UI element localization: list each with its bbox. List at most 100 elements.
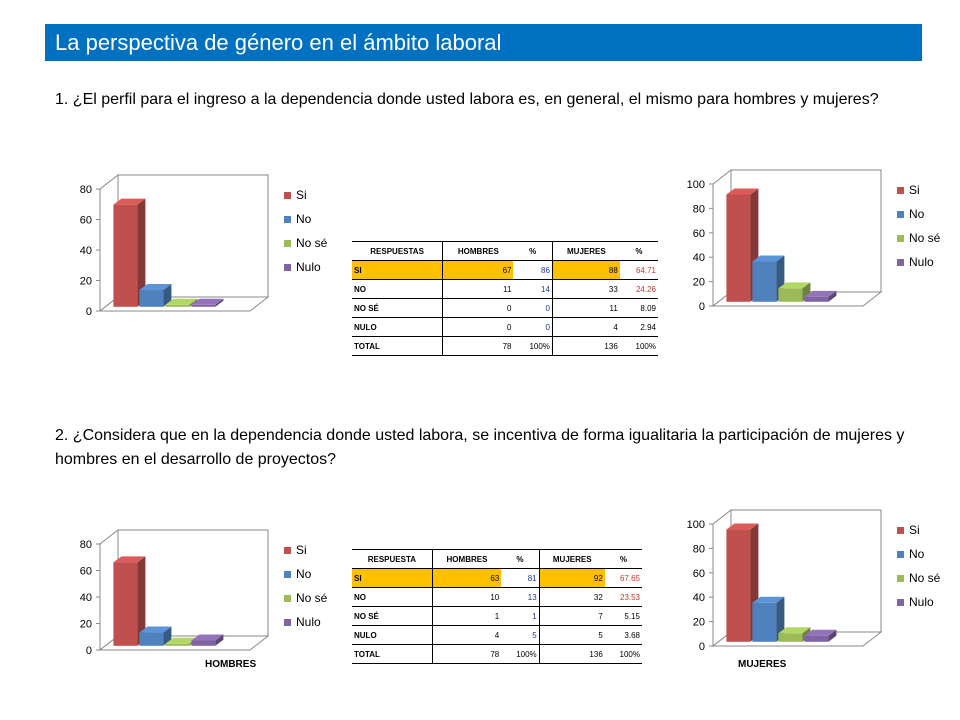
- legend-swatch-si: [284, 192, 291, 199]
- data-table-1: RESPUESTAS HOMBRES% MUJERES% SI 67 86 88 64.71 N…: [352, 241, 658, 356]
- chart-q1-hombres: 0 20 40 60 80 Si No No sé Nulo: [55, 155, 330, 325]
- bar-top-nose: [165, 298, 198, 305]
- table-cell: 3.68: [604, 625, 642, 645]
- bar-si: [113, 562, 138, 646]
- y-tick-label: 80: [80, 539, 92, 551]
- bar-nose: [778, 633, 803, 642]
- table-cell: 4: [431, 625, 502, 645]
- bar-si: [726, 529, 751, 642]
- table-cell: NO SÉ: [352, 606, 433, 626]
- slide-title: La perspectiva de género en el ámbito la…: [55, 30, 502, 55]
- y-tick-label: 20: [693, 277, 705, 289]
- table-row: SI 67 86 88 64.71: [352, 260, 658, 280]
- chart-q2-mujeres: 0 20 40 60 80 100 Si No No sé Nulo: [668, 490, 943, 653]
- bar-nose: [165, 643, 190, 646]
- bar-nulo: [804, 296, 829, 302]
- bar-top-nulo: [191, 634, 224, 641]
- bar-top-no: [752, 596, 785, 603]
- y-tick-label: 60: [693, 568, 705, 580]
- table-header-row: RESPUESTA HOMBRES% MUJERES%: [352, 549, 642, 569]
- table-cell: SI: [352, 568, 433, 588]
- table-cell: 5: [538, 625, 605, 645]
- table-row: SI 63 81 92 67.65: [352, 568, 642, 588]
- table-cell: 0: [442, 298, 514, 318]
- table-cell: 136: [551, 336, 620, 356]
- bar-no: [139, 632, 164, 646]
- y-tick-label: 20: [80, 619, 92, 631]
- question-2: 2. ¿Considera que en la dependencia dond…: [55, 427, 905, 468]
- table-cell: 100%: [501, 644, 540, 664]
- y-tick-label: 0: [86, 306, 92, 318]
- legend-label-no: No: [296, 212, 312, 226]
- bar-no: [139, 290, 164, 307]
- table-header-cell: %: [513, 241, 553, 261]
- table-cell: 86: [513, 260, 553, 280]
- y-tick-label: 80: [693, 543, 705, 555]
- table-header-cell: MUJERES: [538, 549, 605, 569]
- legend-label-nulo: Nulo: [296, 615, 321, 629]
- table-cell: 5: [501, 625, 540, 645]
- table-cell: 0: [442, 317, 514, 337]
- table-cell: 81: [501, 568, 540, 588]
- table-row: NO SÉ 0 0 11 8.09: [352, 298, 658, 318]
- legend-label-nose: No sé: [909, 231, 941, 245]
- bar-top-nulo: [191, 298, 224, 305]
- bar-top-si: [726, 188, 759, 195]
- table-header-cell: HOMBRES: [431, 549, 502, 569]
- table-cell: 4: [551, 317, 620, 337]
- bar-side-nulo: [215, 298, 224, 307]
- legend-swatch-no: [897, 211, 904, 218]
- legend-swatch-nulo: [284, 619, 291, 626]
- y-tick-label: 0: [86, 645, 92, 657]
- y-tick-label: 40: [80, 592, 92, 604]
- table-header-cell: HOMBRES: [442, 241, 514, 261]
- table-header-cell: %: [604, 549, 642, 569]
- legend-label-si: Si: [296, 543, 307, 557]
- table-cell: 92: [538, 568, 605, 588]
- table-cell: 67: [442, 260, 514, 280]
- legend-swatch-nulo: [897, 599, 904, 606]
- bar-side-nulo: [828, 290, 837, 302]
- table-cell: 67.65: [604, 568, 642, 588]
- table-row: TOTAL 78 100% 136 100%: [352, 336, 658, 356]
- table-cell: 0: [513, 317, 553, 337]
- legend-swatch-nose: [897, 235, 904, 242]
- legend-swatch-si: [897, 527, 904, 534]
- bar-si: [726, 194, 751, 302]
- table-cell: TOTAL: [352, 336, 443, 356]
- legend-swatch-no: [284, 571, 291, 578]
- table-cell: 1: [501, 606, 540, 626]
- table-cell: 100%: [619, 336, 658, 356]
- bar-no: [752, 261, 777, 302]
- legend-label-no: No: [909, 547, 925, 561]
- table-cell: 63: [431, 568, 502, 588]
- title-bar: La perspectiva de género en el ámbito la…: [45, 24, 922, 61]
- bar-top-nulo: [804, 290, 837, 297]
- table-header-cell: MUJERES: [551, 241, 620, 261]
- y-tick-label: 80: [693, 203, 705, 215]
- table-cell: 2.94: [619, 317, 658, 337]
- table-cell: 64.71: [619, 260, 658, 280]
- bar-top-no: [752, 255, 785, 262]
- legend-label-si: Si: [296, 188, 307, 202]
- table-cell: 5.15: [604, 606, 642, 626]
- bar-top-nose: [165, 637, 198, 644]
- bar-top-no: [139, 284, 172, 291]
- legend-swatch-nulo: [897, 259, 904, 266]
- table-cell: 78: [431, 644, 502, 664]
- y-tick-label: 60: [80, 215, 92, 227]
- legend-swatch-si: [897, 187, 904, 194]
- chart-q1-mujeres-svg: 0 20 40 60 80 100 Si No No sé Nulo: [687, 168, 941, 313]
- bar-si: [113, 204, 138, 307]
- legend-swatch-nose: [284, 595, 291, 602]
- legend-label-no: No: [296, 567, 312, 581]
- table-header-cell: RESPUESTAS: [352, 241, 443, 261]
- y-tick-label: 40: [80, 245, 92, 257]
- y-tick-label: 40: [693, 592, 705, 604]
- bar-side-nose: [189, 298, 198, 307]
- table-cell: TOTAL: [352, 644, 433, 664]
- y-tick-label: 40: [693, 252, 705, 264]
- bar-top-si: [113, 556, 146, 563]
- legend-swatch-si: [284, 547, 291, 554]
- table-cell: 23.53: [604, 587, 642, 607]
